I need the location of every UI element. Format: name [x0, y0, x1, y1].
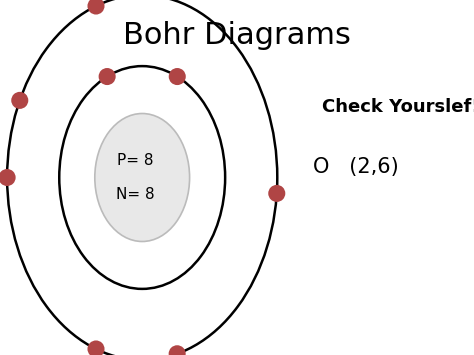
Text: Check Yourslef!: Check Yourslef!: [322, 98, 474, 115]
Circle shape: [88, 0, 105, 15]
Text: Bohr Diagrams: Bohr Diagrams: [123, 21, 351, 50]
Circle shape: [169, 68, 186, 85]
Circle shape: [88, 340, 105, 355]
Circle shape: [268, 185, 285, 202]
Circle shape: [99, 68, 116, 85]
Circle shape: [11, 92, 28, 109]
Circle shape: [0, 169, 16, 186]
Text: O   (2,6): O (2,6): [313, 157, 399, 177]
Text: N= 8: N= 8: [116, 187, 155, 202]
Text: P= 8: P= 8: [117, 153, 154, 168]
Circle shape: [169, 345, 186, 355]
Ellipse shape: [95, 114, 190, 241]
